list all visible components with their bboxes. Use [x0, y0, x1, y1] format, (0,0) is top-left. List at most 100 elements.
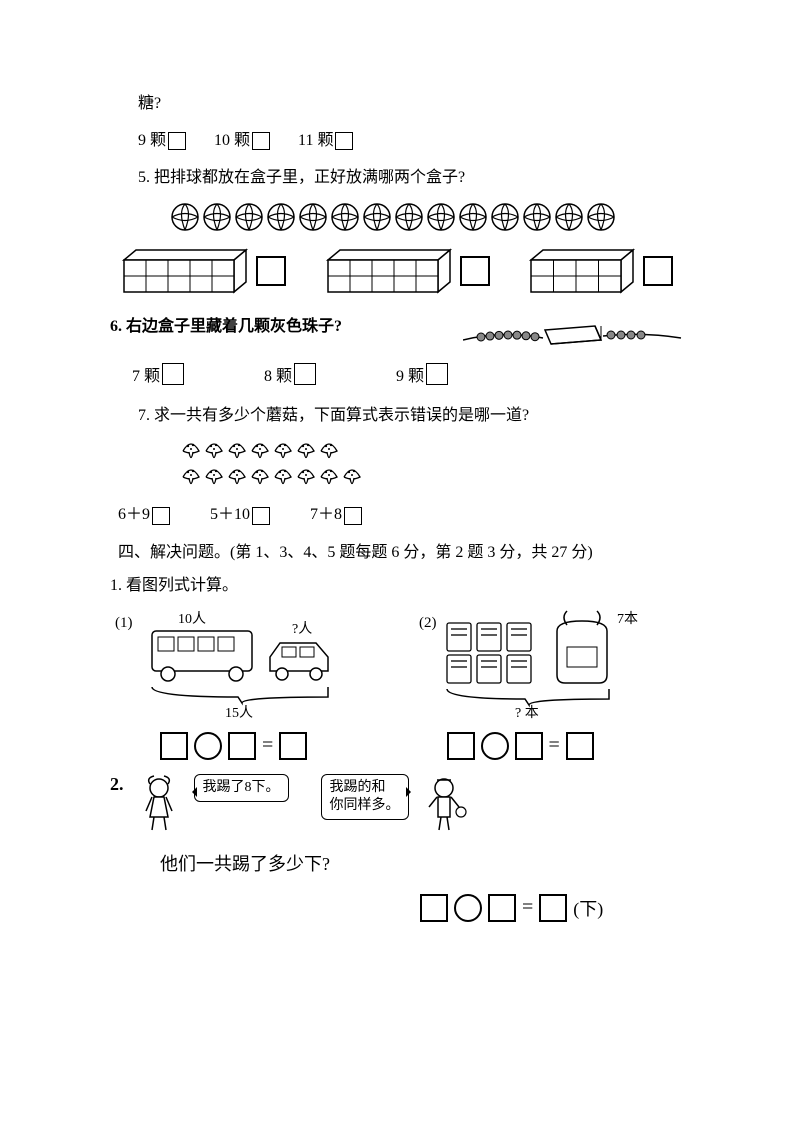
- q5-text: 5. 把排球都放在盒子里，正好放满哪两个盒子?: [110, 164, 683, 193]
- q4-option-1-label: 9 颗: [138, 127, 166, 156]
- s4q2-equation: = (下): [420, 894, 683, 922]
- q7-options: 6＋9 5＋10 7＋8: [118, 501, 683, 530]
- storage-box-icon: [527, 246, 637, 296]
- bus-car-figure: (1) 10人 ?人 15人: [110, 609, 360, 719]
- s4q1-text: 1. 看图列式计算。: [110, 572, 683, 601]
- mushroom-icon: [318, 439, 340, 465]
- equals-sign: =: [522, 896, 533, 919]
- checkbox-icon[interactable]: [460, 256, 490, 286]
- operator-circle[interactable]: [481, 732, 509, 760]
- books-bag-figure: (2) 7本 ? 本: [417, 609, 667, 719]
- boy-icon: [419, 774, 469, 834]
- s4q1-figures: (1) 10人 ?人 15人 =: [110, 609, 683, 760]
- q6-option-1[interactable]: 7 颗: [132, 362, 184, 386]
- q6-row: 6. 右边盒子里藏着几颗灰色珠子?: [110, 312, 683, 362]
- svg-text:15人: 15人: [225, 705, 253, 719]
- volleyball-icon: [522, 202, 552, 232]
- checkbox-icon[interactable]: [252, 507, 270, 525]
- s4q2-row: 2. 我踢了8下。 我踢的和 你同样多。: [110, 774, 683, 834]
- mushroom-icon: [249, 439, 271, 465]
- q5-volleyballs: [170, 202, 683, 232]
- q7-option-3[interactable]: 7＋8: [310, 501, 362, 530]
- svg-text:10人: 10人: [178, 611, 206, 627]
- volleyball-icon: [458, 202, 488, 232]
- checkbox-icon[interactable]: [152, 507, 170, 525]
- sub1-label: (1): [115, 615, 133, 631]
- box-option: [527, 246, 673, 296]
- q6-option-3-label: 9 颗: [396, 362, 424, 386]
- q5-boxes: [120, 246, 673, 296]
- q7-option-2-label: 5＋10: [210, 501, 250, 530]
- q4-options: 9 颗 10 颗 11 颗: [110, 127, 683, 156]
- volleyball-icon: [330, 202, 360, 232]
- box-option: [324, 246, 490, 296]
- q6-option-3[interactable]: 9 颗: [396, 362, 448, 386]
- mushroom-icon: [203, 465, 225, 491]
- q5-number: 5.: [138, 169, 150, 186]
- box-option: [120, 246, 286, 296]
- mushroom-icon: [295, 439, 317, 465]
- q7-mushrooms: [180, 439, 683, 491]
- answer-box[interactable]: [488, 894, 516, 922]
- answer-box[interactable]: [566, 732, 594, 760]
- checkbox-icon[interactable]: [168, 132, 186, 150]
- s4q2-unit: (下): [573, 895, 603, 921]
- mushroom-icon: [203, 439, 225, 465]
- q4-option-2[interactable]: 10 颗: [214, 127, 270, 156]
- volleyball-icon: [234, 202, 264, 232]
- volleyball-icon: [266, 202, 296, 232]
- s4q1-sub2-equation: =: [447, 732, 684, 760]
- q6-question: 右边盒子里藏着几颗灰色珠子?: [126, 318, 342, 335]
- checkbox-icon[interactable]: [344, 507, 362, 525]
- checkbox-icon[interactable]: [256, 256, 286, 286]
- speech-bubble-1: 我踢了8下。: [194, 774, 289, 802]
- checkbox-icon[interactable]: [643, 256, 673, 286]
- answer-box[interactable]: [539, 894, 567, 922]
- q7-number: 7.: [138, 407, 150, 424]
- q4-option-3[interactable]: 11 颗: [298, 127, 353, 156]
- q6-option-2[interactable]: 8 颗: [264, 362, 316, 386]
- answer-box[interactable]: [515, 732, 543, 760]
- mushroom-icon: [272, 439, 294, 465]
- q5-question: 把排球都放在盒子里，正好放满哪两个盒子?: [154, 169, 465, 186]
- svg-text:? 本: ? 本: [515, 705, 539, 719]
- mushroom-icon: [272, 465, 294, 491]
- s4q2-question: 他们一共踢了多少下?: [160, 850, 683, 876]
- checkbox-icon[interactable]: [426, 363, 448, 385]
- checkbox-icon[interactable]: [252, 132, 270, 150]
- checkbox-icon[interactable]: [294, 363, 316, 385]
- checkbox-icon[interactable]: [162, 363, 184, 385]
- answer-box[interactable]: [279, 732, 307, 760]
- beads-diagram: [463, 312, 683, 362]
- s4q1-number: 1.: [110, 577, 122, 594]
- s4q1-sub2: (2) 7本 ? 本 =: [417, 609, 684, 760]
- volleyball-icon: [586, 202, 616, 232]
- q6-text: 6. 右边盒子里藏着几颗灰色珠子?: [110, 312, 463, 336]
- equals-sign: =: [262, 734, 273, 757]
- mushroom-icon: [318, 465, 340, 491]
- checkbox-icon[interactable]: [335, 132, 353, 150]
- mushroom-icon: [180, 465, 202, 491]
- svg-text:?人: ?人: [292, 621, 312, 637]
- svg-text:(2): (2): [419, 615, 437, 631]
- q7-option-1[interactable]: 6＋9: [118, 501, 170, 530]
- q4-option-1[interactable]: 9 颗: [138, 127, 186, 156]
- mushroom-icon: [341, 465, 363, 491]
- q7-question: 求一共有多少个蘑菇，下面算式表示错误的是哪一道?: [154, 407, 529, 424]
- operator-circle[interactable]: [194, 732, 222, 760]
- mushroom-icon: [295, 465, 317, 491]
- q7-option-2[interactable]: 5＋10: [210, 501, 270, 530]
- answer-box[interactable]: [228, 732, 256, 760]
- q4-option-3-label: 11 颗: [298, 127, 333, 156]
- operator-circle[interactable]: [454, 894, 482, 922]
- mushroom-icon: [226, 439, 248, 465]
- volleyball-icon: [202, 202, 232, 232]
- answer-box[interactable]: [447, 732, 475, 760]
- volleyball-icon: [170, 202, 200, 232]
- answer-box[interactable]: [420, 894, 448, 922]
- mushroom-icon: [180, 439, 202, 465]
- volleyball-icon: [426, 202, 456, 232]
- q6-option-1-label: 7 颗: [132, 362, 160, 386]
- answer-box[interactable]: [160, 732, 188, 760]
- speech2-line2: 你同样多。: [330, 798, 400, 813]
